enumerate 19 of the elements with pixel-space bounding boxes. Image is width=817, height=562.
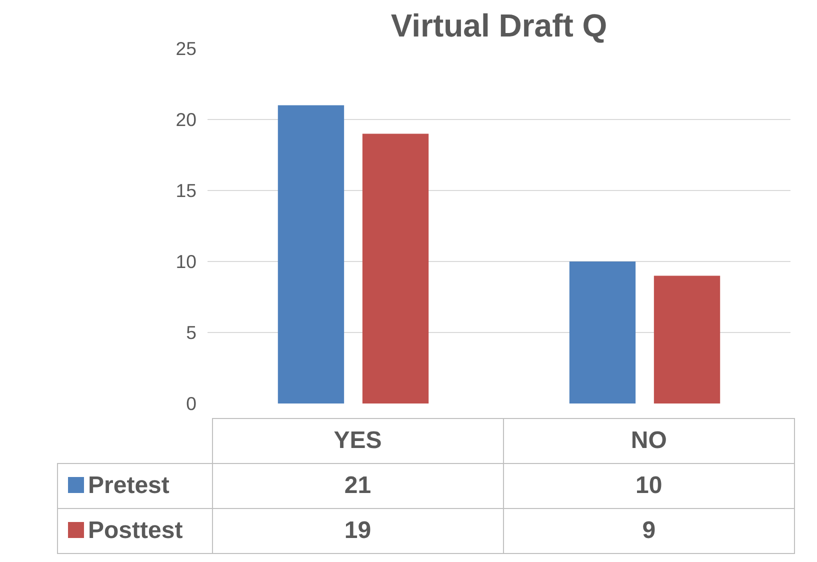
legend-label: Posttest: [58, 508, 212, 554]
bar: [654, 276, 720, 404]
y-tick-label: 10: [176, 251, 197, 272]
data-label: 10: [503, 464, 794, 508]
x-tick-label: NO: [503, 418, 794, 464]
legend-label: Pretest: [58, 464, 212, 508]
y-tick-label: 5: [186, 322, 197, 343]
data-label: 19: [212, 508, 504, 554]
bar: [569, 262, 636, 404]
x-tick-label: YES: [212, 418, 504, 464]
data-label: 9: [503, 508, 794, 554]
data-label: 21: [212, 464, 504, 508]
bar: [278, 105, 344, 404]
y-tick-label: 25: [176, 38, 197, 59]
bar: [362, 134, 429, 404]
y-tick-label: 0: [186, 393, 197, 414]
y-tick-label: 15: [176, 180, 197, 201]
chart-title: Virtual Draft Q: [390, 8, 608, 44]
y-tick-label: 20: [176, 109, 197, 130]
